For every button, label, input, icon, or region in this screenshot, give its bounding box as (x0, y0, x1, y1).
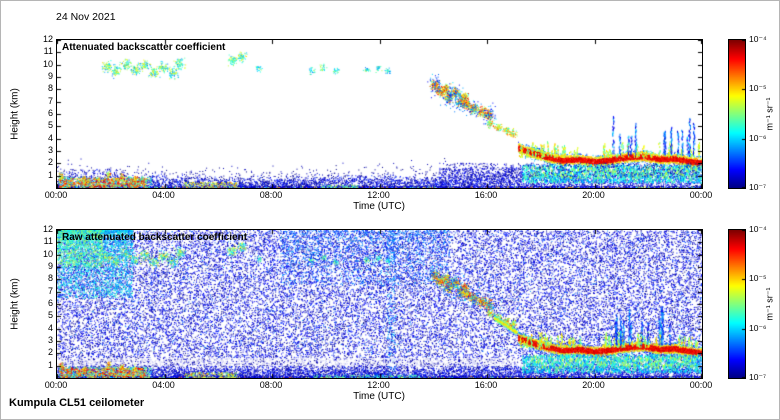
heatmap-canvas (56, 229, 703, 379)
colorbar-tick-label: 10⁻⁴ (749, 34, 767, 44)
y-tick-label: 4 (47, 132, 53, 143)
x-axis-label: Time (UTC) (353, 391, 405, 402)
y-tick-label: 7 (47, 285, 53, 296)
x-tick-label: 08:00 (259, 190, 283, 200)
date-label: 24 Nov 2021 (56, 11, 116, 23)
colorbar (728, 39, 746, 189)
y-tick-label: 10 (42, 58, 53, 69)
colorbar-unit-label: m⁻¹ sr⁻¹ (764, 287, 775, 321)
y-tick-label: 9 (47, 261, 53, 271)
y-tick-label: 6 (47, 298, 53, 308)
x-tick-label: 08:00 (259, 380, 283, 390)
x-tick-label: 00:00 (689, 190, 713, 200)
raw-backscatter-panel: Raw attenuated backscatter coefficient T… (1, 224, 779, 414)
instrument-label: Kumpula CL51 ceilometer (9, 397, 145, 409)
colorbar-tick-label: 10⁻⁷ (749, 182, 767, 192)
y-tick-label: 11 (43, 236, 53, 247)
x-tick-label: 16:00 (474, 380, 498, 390)
x-tick-label: 20:00 (582, 380, 605, 390)
y-tick-label: 2 (47, 347, 53, 358)
y-tick-label: 11 (43, 46, 53, 57)
x-tick-label: 04:00 (152, 190, 175, 200)
x-tick-label: 00:00 (44, 190, 68, 200)
x-tick-label: 16:00 (474, 190, 498, 200)
y-tick-label: 4 (47, 322, 53, 333)
y-tick-label: 1 (47, 169, 53, 180)
panel-title: Raw attenuated backscatter coefficient (62, 232, 248, 243)
panel-title: Attenuated backscatter coefficient (62, 42, 226, 53)
attenuated-backscatter-panel: Attenuated backscatter coefficient Time … (1, 34, 779, 224)
y-tick-label: 12 (42, 224, 53, 234)
x-tick-label: 00:00 (44, 380, 68, 390)
y-tick-label: 1 (47, 359, 53, 370)
colorbar-tick-label: 10⁻⁴ (749, 224, 767, 234)
y-tick-label: 9 (47, 71, 53, 81)
y-tick-label: 8 (47, 273, 53, 284)
x-tick-label: 00:00 (689, 380, 713, 390)
y-tick-label: 7 (47, 95, 53, 106)
y-tick-label: 3 (47, 335, 53, 345)
colorbar-unit-label: m⁻¹ sr⁻¹ (764, 97, 775, 131)
y-tick-label: 3 (47, 145, 53, 155)
colorbar-tick-label: 10⁻⁶ (749, 132, 767, 143)
y-tick-label: 10 (42, 248, 53, 259)
y-tick-label: 8 (47, 83, 53, 94)
y-tick-label: 5 (47, 310, 53, 321)
x-tick-label: 20:00 (582, 190, 605, 200)
y-tick-label: 12 (42, 34, 53, 44)
x-tick-label: 12:00 (367, 190, 390, 200)
y-tick-label: 2 (47, 157, 53, 168)
x-tick-label: 04:00 (152, 380, 175, 390)
y-tick-label: 6 (47, 108, 53, 118)
colorbar-tick-label: 10⁻⁶ (749, 322, 767, 333)
colorbar-tick-label: 10⁻⁵ (749, 273, 767, 284)
colorbar-tick-label: 10⁻⁷ (749, 372, 767, 382)
y-tick-label: 5 (47, 120, 53, 131)
x-axis-label: Time (UTC) (353, 201, 405, 212)
colorbar (728, 229, 746, 379)
heatmap-canvas (56, 39, 703, 189)
x-tick-label: 12:00 (367, 380, 390, 390)
colorbar-tick-label: 10⁻⁵ (749, 83, 767, 94)
